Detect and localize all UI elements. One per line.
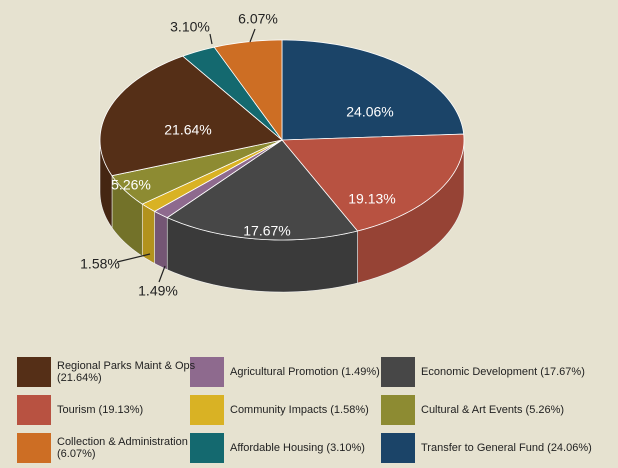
legend-label: Affordable Housing (3.10%): [230, 442, 365, 454]
slice: [166, 139, 359, 241]
data-label: 21.64%: [164, 122, 211, 138]
leader-line: [249, 28, 256, 43]
legend-item: Community Impacts (1.58%): [190, 395, 380, 425]
leader-line: [209, 33, 213, 45]
legend-swatch: [381, 395, 415, 425]
legend-swatch: [17, 357, 51, 387]
legend-label: Economic Development (17.67%): [421, 366, 585, 378]
legend-label: Collection & Administration (6.07%): [57, 436, 188, 460]
leader-line: [158, 265, 166, 283]
data-label: 3.10%: [170, 19, 210, 35]
data-label: 24.06%: [346, 104, 393, 120]
legend-swatch: [17, 395, 51, 425]
legend-label: Agricultural Promotion (1.49%): [230, 366, 380, 378]
data-label: 19.13%: [348, 191, 395, 207]
legend-swatch: [190, 357, 224, 387]
legend-item: Economic Development (17.67%): [381, 357, 611, 387]
legend-label: Cultural & Art Events (5.26%): [421, 404, 565, 416]
slice-side-shade: [100, 140, 112, 228]
legend-swatch: [381, 433, 415, 463]
slice-side-shade: [111, 175, 143, 257]
slice: [182, 46, 283, 141]
legend-item: Affordable Housing (3.10%): [190, 433, 380, 463]
legend-swatch: [190, 433, 224, 463]
slice-side-shade: [167, 217, 358, 292]
legend-swatch: [17, 433, 51, 463]
legend-label: Tourism (19.13%): [57, 404, 144, 416]
data-label: 1.58%: [80, 256, 120, 272]
legend-label: Transfer to General Fund (24.06%): [421, 442, 592, 454]
data-label: 6.07%: [238, 11, 278, 27]
legend-item: Transfer to General Fund (24.06%): [381, 433, 611, 463]
data-label: 5.26%: [111, 177, 151, 193]
slice: [99, 55, 283, 177]
legend-label: Regional Parks Maint & Ops (21.64%): [57, 360, 196, 384]
legend-item: Tourism (19.13%): [17, 395, 207, 425]
data-label: 17.67%: [243, 223, 290, 239]
slice: [213, 39, 283, 142]
slice-side-shade: [154, 211, 168, 270]
legend-item: Agricultural Promotion (1.49%): [190, 357, 380, 387]
pie-sides: [99, 139, 465, 293]
slice: [281, 133, 465, 232]
legend-swatch: [190, 395, 224, 425]
legend-label: Community Impacts (1.58%): [230, 404, 369, 416]
legend-item: Regional Parks Maint & Ops (21.64%): [17, 357, 207, 387]
legend-item: Collection & Administration (6.07%): [17, 433, 207, 463]
data-label: 1.49%: [138, 283, 178, 299]
slice: [111, 139, 283, 205]
slice-side-shade: [142, 204, 155, 264]
legend-swatch: [381, 357, 415, 387]
leader-line: [116, 253, 151, 263]
legend-item: Cultural & Art Events (5.26%): [381, 395, 611, 425]
pie-chart: 24.06% 19.13% 17.67% 1.49% 1.58% 5.26% 21.64% 3…: [80, 11, 465, 299]
slice-side-shade: [357, 140, 464, 283]
slice: [281, 39, 465, 141]
